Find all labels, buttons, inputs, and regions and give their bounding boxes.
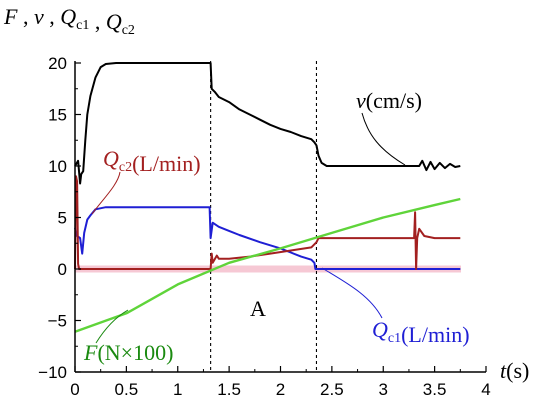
y-tick-label: −10	[38, 363, 67, 382]
annotations: v(cm/s) Qc2(L/min) Qc1(L/min) F(N×100) A F , …	[3, 4, 529, 383]
leader-v	[361, 112, 406, 166]
y-tick-label: −5	[48, 312, 67, 331]
y-tick-label: 5	[58, 209, 67, 228]
x-tick-label: 2.5	[320, 380, 344, 399]
series-line-v	[74, 62, 461, 185]
x-tick-label: 1	[173, 380, 182, 399]
y-tick-label: 0	[58, 260, 67, 279]
x-tick-label: 0.5	[115, 380, 139, 399]
legend-label-qc2: Qc2(L/min)	[103, 146, 201, 176]
y-tick-label: 20	[48, 54, 67, 73]
x-tick-label: 1.5	[217, 380, 241, 399]
event-lines	[210, 61, 318, 372]
y-tick-label: 15	[48, 106, 67, 125]
x-tick-label: 3	[379, 380, 388, 399]
x-tick-label: 0	[70, 380, 79, 399]
leader-F	[95, 309, 129, 344]
x-tick-label: 2	[276, 380, 285, 399]
series-line-qc1	[74, 206, 461, 270]
x-tick-label: 3.5	[423, 380, 447, 399]
x-tick-label: 4	[481, 380, 490, 399]
series-line-qc2	[74, 175, 461, 270]
legend-label-qc1: Qc1(L/min)	[372, 317, 470, 347]
leader-qc1	[321, 267, 383, 319]
series-line-F	[74, 197, 461, 333]
legend-label-v: v(cm/s)	[356, 88, 422, 113]
leader-qc2	[91, 171, 121, 215]
legend-label-F: F(N×100)	[83, 340, 173, 365]
y-tick-label: 10	[48, 157, 67, 176]
y-axis-label: F , v , Qc1 , Qc2	[3, 4, 135, 38]
x-axis-label: t(s)	[500, 358, 529, 383]
tick-labels: 0 0.5 1 1.5 2 2.5 3 3.5 4 −10 −5 0 5 10 15 20	[38, 54, 491, 399]
annotation-a: A	[250, 296, 266, 321]
axes	[74, 61, 487, 373]
